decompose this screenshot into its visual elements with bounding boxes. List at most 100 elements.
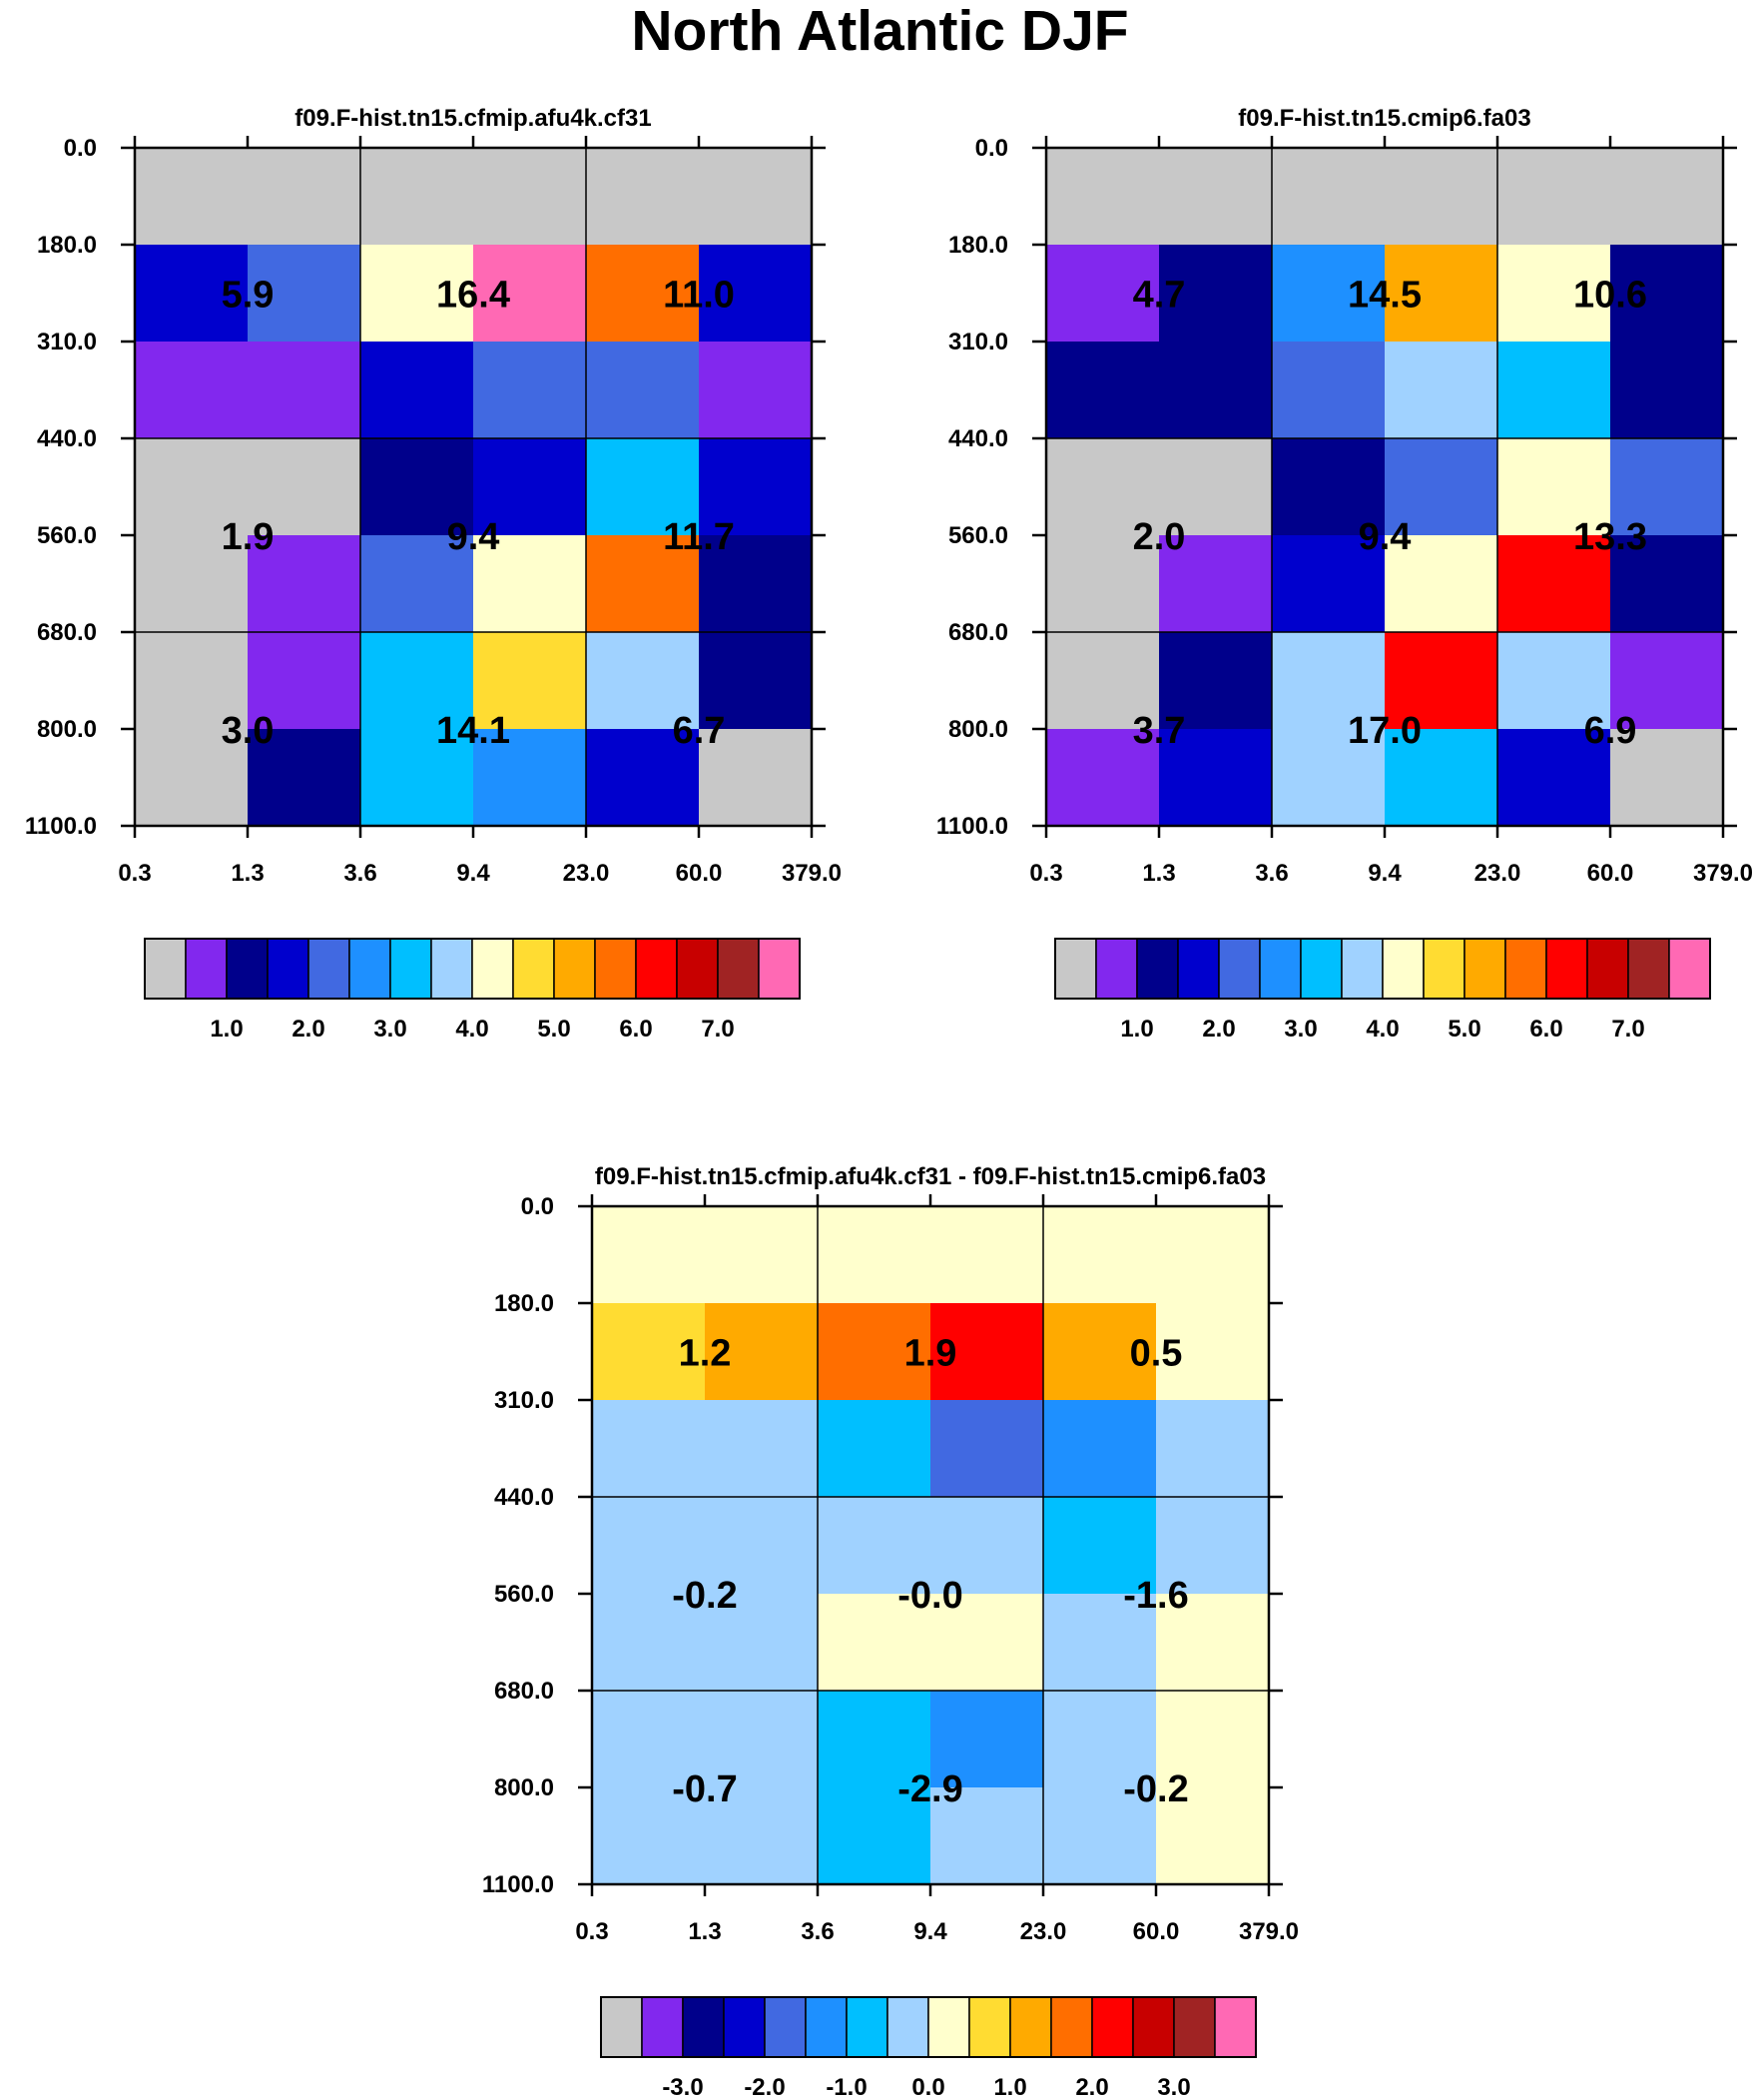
colorbar-tick-label: 5.0 xyxy=(537,1016,570,1043)
heatmap-cell xyxy=(1159,148,1273,246)
heatmap-cell xyxy=(1272,729,1386,827)
colorbar-swatch xyxy=(226,938,269,1000)
x-tick-label: 9.4 xyxy=(456,860,490,887)
heatmap-cell xyxy=(592,1787,706,1885)
heatmap-cell xyxy=(705,1787,819,1885)
colorbar-swatch xyxy=(471,938,514,1000)
colorbar-swatch xyxy=(676,938,719,1000)
block-value-label: 3.7 xyxy=(1133,710,1186,752)
heatmap-cell xyxy=(360,729,474,827)
colorbar-swatch xyxy=(553,938,596,1000)
heatmap-cell xyxy=(1046,632,1160,730)
y-tick-label: 1100.0 xyxy=(482,1871,554,1898)
x-tick-label: 9.4 xyxy=(1368,860,1402,887)
x-tick-label: 0.3 xyxy=(1029,860,1062,887)
heatmap-cell xyxy=(592,1303,706,1401)
heatmap-cell xyxy=(699,342,813,439)
x-tick-label: 23.0 xyxy=(1020,1918,1067,1945)
heatmap-cell xyxy=(699,632,813,730)
panel-title: f09.F-hist.tn15.cfmip.afu4k.cf31 xyxy=(294,105,651,132)
heatmap-cell xyxy=(1272,148,1386,246)
block-value-label: 4.7 xyxy=(1133,275,1186,317)
block-value-label: -0.2 xyxy=(672,1575,737,1617)
heatmap-cell xyxy=(1156,1303,1270,1401)
heatmap-cell xyxy=(930,1691,1044,1788)
heatmap-cell xyxy=(248,438,361,536)
heatmap-cell xyxy=(473,632,587,730)
block-value-label: 16.4 xyxy=(436,275,510,317)
block-value-label: -2.9 xyxy=(897,1768,962,1810)
heatmap-cell xyxy=(586,729,700,827)
colorbar-swatch xyxy=(1464,938,1506,1000)
y-tick-label: 800.0 xyxy=(37,716,97,743)
heatmap-cell xyxy=(705,1594,819,1692)
colorbar-swatch xyxy=(1136,938,1179,1000)
x-tick-label: 9.4 xyxy=(913,1918,947,1945)
y-tick-label: 560.0 xyxy=(37,522,97,549)
y-tick-label: 180.0 xyxy=(948,232,1008,259)
heatmap-cell xyxy=(699,729,813,827)
heatmap-cell xyxy=(592,1691,706,1788)
colorbar-swatch xyxy=(927,1996,970,2058)
heatmap-cell xyxy=(1159,342,1273,439)
block-value-label: 6.9 xyxy=(1584,710,1637,752)
heatmap-cell xyxy=(473,245,587,343)
heatmap-cell xyxy=(705,1497,819,1595)
block-value-label: 9.4 xyxy=(447,516,500,558)
heatmap-cell xyxy=(1156,1400,1270,1498)
heatmap-cell xyxy=(1497,148,1611,246)
colorbar-swatch xyxy=(430,938,473,1000)
y-tick-label: 310.0 xyxy=(494,1387,554,1414)
y-tick-label: 180.0 xyxy=(494,1290,554,1317)
colorbar-swatch xyxy=(267,938,309,1000)
colorbar-frame xyxy=(1054,938,1711,1000)
heatmap-cell xyxy=(360,148,474,246)
colorbar-tick-label: 2.0 xyxy=(1202,1016,1235,1043)
y-tick-label: 680.0 xyxy=(37,619,97,646)
colorbar-swatch xyxy=(635,938,678,1000)
heatmap-cell xyxy=(248,148,361,246)
heatmap-cell xyxy=(930,1400,1044,1498)
heatmap-cell xyxy=(699,438,813,536)
heatmap-cell xyxy=(1497,342,1611,439)
colorbar-swatch xyxy=(1091,1996,1134,2058)
heatmap-cell xyxy=(135,535,249,633)
heatmap-cell xyxy=(1046,535,1160,633)
heatmap-panel-fa03: f09.F-hist.tn15.cmip6.fa03 0.0 180.0 310.0 4… xyxy=(936,105,1753,1043)
colorbar-swatch xyxy=(1586,938,1629,1000)
x-tick-label: 3.6 xyxy=(1255,860,1288,887)
y-tick-label: 440.0 xyxy=(948,425,1008,452)
heatmap-cell xyxy=(360,632,474,730)
heatmap-cell xyxy=(1385,148,1498,246)
heatmap-cell xyxy=(248,535,361,633)
heatmap-cell xyxy=(586,148,700,246)
heatmap-cell xyxy=(135,729,249,827)
heatmap-cell xyxy=(592,1400,706,1498)
block-value-label: 5.9 xyxy=(222,275,275,317)
colorbar-swatch xyxy=(1214,1996,1257,2058)
heatmap-cell xyxy=(1043,1787,1157,1885)
panel-title: f09.F-hist.tn15.cfmip.afu4k.cf31 - f09.F… xyxy=(595,1163,1266,1190)
heatmap-cell xyxy=(1385,729,1498,827)
heatmap-cell xyxy=(1497,245,1611,343)
colorbar-swatch xyxy=(389,938,432,1000)
heatmap-cell xyxy=(473,438,587,536)
heatmap-cell xyxy=(1043,1691,1157,1788)
colorbar-swatch xyxy=(144,938,187,1000)
x-tick-label: 60.0 xyxy=(676,860,723,887)
heatmap-cell xyxy=(1159,632,1273,730)
colorbar-swatch xyxy=(758,938,801,1000)
heatmap-cell xyxy=(1497,535,1611,633)
colorbar-frame xyxy=(144,938,801,1000)
colorbar-tick-label: 1.0 xyxy=(1120,1016,1153,1043)
block-value-label: 14.1 xyxy=(436,710,510,752)
heatmap-cell xyxy=(248,342,361,439)
colorbar-swatch xyxy=(886,1996,929,2058)
y-tick-label: 0.0 xyxy=(64,135,97,162)
colorbar-swatch xyxy=(1173,1996,1216,2058)
block-value-label: 13.3 xyxy=(1573,516,1647,558)
heatmap-cell xyxy=(818,1303,931,1401)
heatmap-cell xyxy=(818,1497,931,1595)
y-tick-label: 560.0 xyxy=(948,522,1008,549)
heatmap-cell xyxy=(1043,1594,1157,1692)
